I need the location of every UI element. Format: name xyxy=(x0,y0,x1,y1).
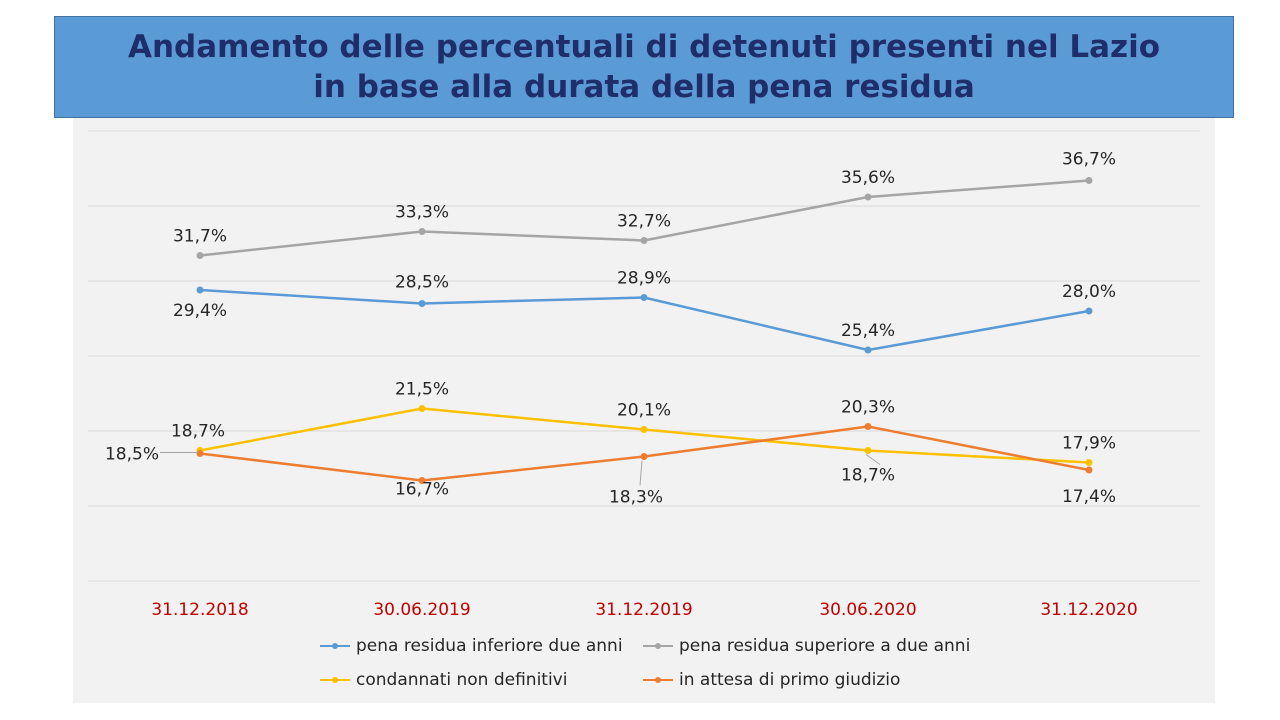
data-point xyxy=(418,477,426,484)
data-label: 17,9% xyxy=(1062,434,1116,454)
data-point xyxy=(864,346,872,354)
chart-area: 31.12.2018 30.06.2019 31.12.2019 30.06.2020… xyxy=(73,118,1215,703)
data-point xyxy=(864,423,872,430)
data-point xyxy=(418,405,426,412)
data-label: 36,7% xyxy=(1062,150,1116,170)
x-axis-tick-label: 30.06.2019 xyxy=(373,600,470,620)
data-point xyxy=(196,286,204,294)
data-point xyxy=(1085,307,1093,315)
data-label: 32,7% xyxy=(617,212,671,232)
label-leader-line xyxy=(639,460,643,486)
data-label: 21,5% xyxy=(395,380,449,400)
data-point xyxy=(640,294,648,301)
data-label: 35,6% xyxy=(841,168,895,188)
data-label: 18,7% xyxy=(171,422,225,442)
legend-item-condannati-non-definitivi: condannati non definitivi xyxy=(320,670,567,690)
data-point xyxy=(1085,466,1093,474)
data-label: 20,1% xyxy=(617,401,671,421)
legend-swatch xyxy=(320,674,350,686)
x-axis-tick-label: 31.12.2018 xyxy=(151,600,248,620)
line-chart: 31.12.2018 30.06.2019 31.12.2019 30.06.2020… xyxy=(88,130,1200,620)
data-label: 17,4% xyxy=(1062,487,1116,507)
legend-item-pena-superiore: pena residua superiore a due anni xyxy=(643,636,970,656)
data-label: 20,3% xyxy=(841,398,895,418)
x-axis-tick-label: 31.12.2020 xyxy=(1040,600,1137,620)
data-label: 18,7% xyxy=(841,466,895,486)
x-axis-tick-label: 30.06.2020 xyxy=(819,600,916,620)
legend-label: condannati non definitivi xyxy=(356,670,568,690)
data-label: 29,4% xyxy=(173,301,227,321)
legend-item-in-attesa-giudizio: in attesa di primo giudizio xyxy=(643,670,900,690)
data-point xyxy=(1085,177,1093,184)
legend-label: pena residua inferiore due anni xyxy=(356,636,623,656)
data-point xyxy=(864,193,872,201)
legend-item-pena-inferiore: pena residua inferiore due anni xyxy=(320,636,623,656)
data-label: 28,9% xyxy=(617,269,671,289)
data-point xyxy=(640,237,648,244)
legend-swatch xyxy=(643,674,673,686)
data-point xyxy=(640,453,648,460)
data-point xyxy=(640,426,648,433)
label-leader-line xyxy=(865,454,881,465)
data-point xyxy=(196,450,204,457)
data-point xyxy=(1085,459,1093,466)
legend-label: pena residua superiore a due anni xyxy=(679,636,971,656)
data-point xyxy=(196,252,204,259)
data-label: 25,4% xyxy=(841,321,895,341)
data-label: 18,5% xyxy=(105,445,159,465)
data-point xyxy=(418,228,426,235)
chart-title-line-2: in base alla durata della pena residua xyxy=(313,69,975,105)
data-label: 33,3% xyxy=(395,203,449,223)
data-label: 16,7% xyxy=(395,480,449,500)
data-label: 31,7% xyxy=(173,227,227,247)
legend-label: in attesa di primo giudizio xyxy=(679,670,901,690)
chart-title-banner: Andamento delle percentuali di detenuti … xyxy=(54,16,1234,118)
x-axis-tick-label: 31.12.2019 xyxy=(595,600,692,620)
legend-swatch xyxy=(643,640,673,652)
data-point xyxy=(418,300,426,307)
data-point xyxy=(864,447,872,454)
legend-swatch xyxy=(320,640,350,652)
data-label: 28,0% xyxy=(1062,282,1116,302)
chart-legend: pena residua inferiore due anni pena res… xyxy=(73,628,1215,698)
data-label: 28,5% xyxy=(395,273,449,293)
data-label: 18,3% xyxy=(609,488,663,508)
chart-title-line-1: Andamento delle percentuali di detenuti … xyxy=(127,29,1161,65)
